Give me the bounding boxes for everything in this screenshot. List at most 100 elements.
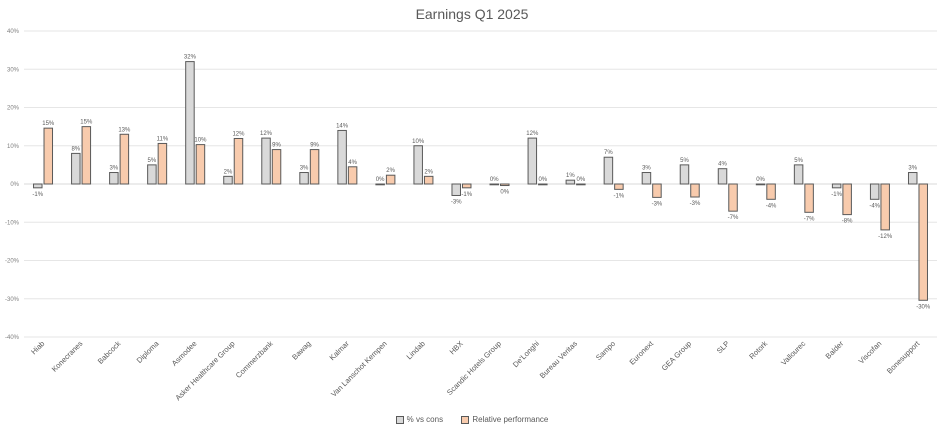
bar-vs-cons (907, 172, 918, 185)
gridlines (24, 30, 937, 338)
data-label: 12% (232, 131, 245, 137)
bar-relative-performance (918, 183, 928, 301)
x-tick-label: Asmodee (170, 339, 199, 368)
y-tick-label: 30% (7, 67, 20, 73)
x-tick-label: Euronext (628, 338, 656, 366)
bar-vs-cons (755, 183, 766, 186)
data-label: 13% (118, 127, 131, 133)
chart-title: Earnings Q1 2025 (415, 6, 529, 22)
bar-relative-performance (804, 183, 814, 213)
x-tick-label: Bureau Veritas (538, 339, 579, 380)
bar-vs-cons (489, 183, 500, 186)
legend-swatch-vs-cons (395, 415, 404, 424)
data-label: 12% (260, 131, 273, 137)
bar-vs-cons (413, 145, 423, 185)
legend-swatch-relative-performance (461, 415, 470, 424)
x-tick-label: Diploma (135, 338, 161, 364)
bar-relative-performance (309, 149, 320, 185)
x-tick-label: Sampo (594, 339, 617, 362)
bar-vs-cons (223, 175, 233, 185)
bar-relative-performance (728, 183, 738, 212)
data-label: 5% (148, 158, 157, 164)
x-tick-label: GEA Group (660, 339, 693, 372)
bar-vs-cons (299, 172, 309, 185)
bar-relative-performance (842, 183, 852, 216)
bar-relative-performance (385, 174, 396, 185)
bar-vs-cons (375, 183, 385, 186)
x-tick-label: Vallourec (779, 339, 807, 367)
data-label: 5% (680, 158, 689, 164)
bar-vs-cons (641, 172, 652, 185)
bar-relative-performance (423, 175, 434, 185)
x-tick-label: Babcock (96, 339, 123, 366)
bar-vs-cons (793, 164, 804, 185)
data-label: -1% (461, 192, 472, 198)
data-label: 0% (577, 177, 586, 183)
data-label: -1% (32, 192, 43, 198)
x-tick-label: SLP (715, 339, 731, 355)
bar-relative-performance (157, 142, 168, 185)
data-label: 32% (184, 55, 197, 61)
x-tick-label: HBX (448, 339, 465, 356)
data-label: 1% (566, 173, 575, 179)
legend-item-relative-performance: Relative performance (461, 415, 548, 424)
data-label: -8% (842, 219, 853, 225)
x-tick-label: De'Longhi (511, 339, 541, 369)
bar-relative-performance (652, 183, 662, 198)
data-label: 0% (376, 177, 385, 183)
data-label: 2% (386, 168, 395, 174)
y-tick-label: 40% (7, 29, 20, 35)
data-label: 7% (604, 150, 613, 156)
data-label: -3% (451, 199, 462, 205)
bar-vs-cons (33, 183, 43, 189)
data-label: -4% (766, 203, 777, 209)
legend-label-vs-cons: % vs cons (406, 415, 444, 424)
legend: % vs cons Relative performance (0, 415, 944, 426)
data-label: 2% (224, 169, 233, 175)
data-label: -4% (869, 203, 880, 209)
x-tick-label: Commerzbank (234, 339, 275, 380)
data-label: 4% (348, 160, 357, 166)
data-label: -1% (831, 192, 842, 198)
data-label: 0% (490, 177, 499, 183)
data-label: 8% (71, 146, 80, 152)
bar-relative-performance (43, 127, 54, 185)
data-labels: -1% 15% 8% 15% 3% 13% 5% 11% 32% 10% 2% 12% 12% 9% 3% 9… (32, 55, 930, 311)
y-tick-label: -20% (5, 259, 20, 265)
bar-relative-performance (500, 183, 510, 187)
bar-relative-performance (81, 126, 92, 185)
data-label: 3% (300, 166, 309, 172)
y-tick-label: -10% (5, 220, 20, 226)
bar-vs-cons (337, 129, 347, 185)
data-label: -12% (878, 234, 893, 240)
data-label: -7% (728, 215, 739, 221)
data-label: 3% (110, 166, 119, 172)
bar-relative-performance (347, 166, 358, 185)
bar-vs-cons (717, 168, 728, 185)
data-label: 2% (424, 169, 433, 175)
bar-vs-cons (679, 164, 690, 185)
data-label: -30% (916, 304, 931, 310)
data-label: 15% (42, 121, 55, 127)
data-label: -3% (652, 201, 663, 207)
data-label: 10% (412, 139, 425, 145)
bar-relative-performance (880, 183, 890, 231)
bar-relative-performance (119, 133, 130, 185)
y-axis-ticks: 40% 30% 20% 10% 0% -10% -20% -30% -40% (5, 29, 20, 341)
y-tick-label: -40% (5, 335, 20, 341)
legend-label-relative-performance: Relative performance (472, 415, 549, 424)
y-tick-label: 20% (7, 106, 20, 112)
y-tick-label: 10% (7, 144, 20, 150)
bar-vs-cons (147, 164, 157, 185)
bar-vs-cons (109, 172, 119, 185)
bar-relative-performance (766, 183, 776, 200)
bar-vs-cons (451, 183, 461, 196)
data-label: 11% (157, 136, 169, 142)
bar-relative-performance (614, 183, 624, 190)
bar-relative-performance (538, 183, 548, 186)
data-label: -3% (690, 201, 701, 207)
bar-relative-performance (233, 137, 244, 185)
x-tick-label: Bawag (290, 339, 313, 362)
bar-relative-performance (271, 149, 282, 185)
